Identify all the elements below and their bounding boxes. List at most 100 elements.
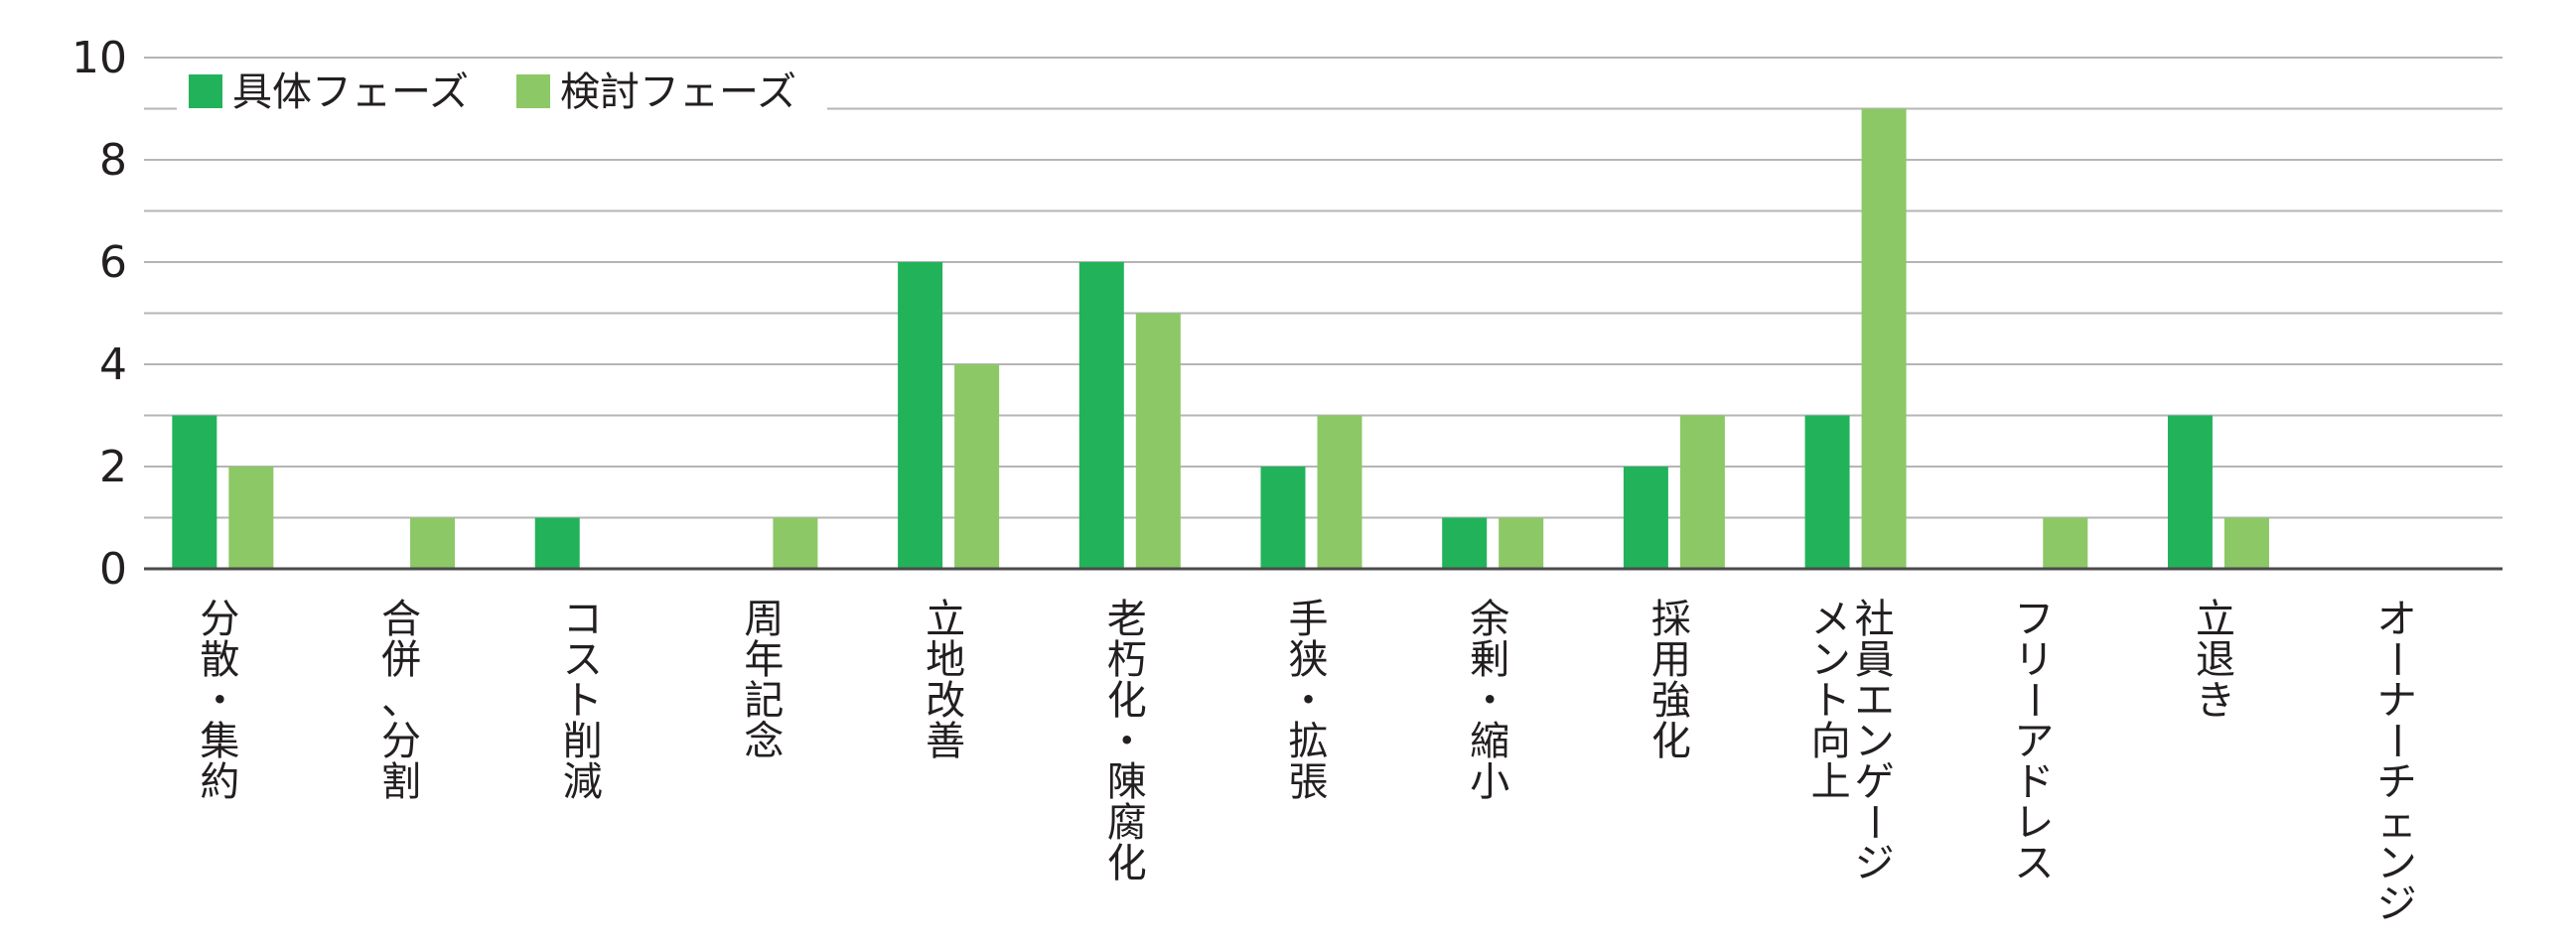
category-label-char: 余 bbox=[1470, 597, 1509, 642]
category-label-char: 化 bbox=[1107, 841, 1147, 886]
category-label: 余剰・縮小 bbox=[1470, 597, 1509, 805]
legend-swatch-series-2 bbox=[516, 74, 550, 108]
category-label-char: レ bbox=[2014, 800, 2054, 846]
category-label-char: ー bbox=[2373, 721, 2419, 760]
category-label-char: ン bbox=[2377, 841, 2417, 886]
category-label-char: ス bbox=[563, 637, 603, 683]
grid-lines bbox=[144, 57, 2503, 519]
category-label-char: ア bbox=[2014, 719, 2054, 764]
y-tick-label: 0 bbox=[99, 544, 127, 595]
bar-series-2 bbox=[954, 364, 1000, 569]
category-label-char: 朽 bbox=[1107, 637, 1147, 683]
bar-series-2 bbox=[2223, 517, 2269, 569]
category-label-char: 、 bbox=[381, 678, 421, 724]
category-label-char: ジ bbox=[1855, 841, 1895, 886]
category-label-char: ン bbox=[1855, 719, 1895, 764]
bar-series-1 bbox=[1623, 467, 1668, 569]
category-label-char: 念 bbox=[744, 719, 784, 764]
bar-series-2 bbox=[2043, 517, 2088, 569]
category-label-char: チ bbox=[2377, 759, 2417, 805]
category-label-char: ン bbox=[1811, 637, 1851, 683]
category-label-char: ー bbox=[2010, 680, 2056, 720]
bar-series-1 bbox=[2167, 415, 2213, 569]
bar-series-2 bbox=[1679, 415, 1725, 569]
category-label-char: き bbox=[2196, 678, 2235, 724]
category-label-char: 老 bbox=[1107, 597, 1147, 642]
category-label-char: 立 bbox=[926, 597, 965, 642]
category-label-char: ・ bbox=[1289, 678, 1329, 724]
bar-series-1 bbox=[1260, 467, 1306, 569]
category-label-char: オ bbox=[2377, 597, 2417, 642]
legend-label-series-1: 具体フェーズ bbox=[232, 69, 469, 115]
category-label-char: 退 bbox=[2196, 637, 2235, 683]
category-label-char: ・ bbox=[1107, 719, 1147, 764]
category-label-char: ス bbox=[2014, 841, 2054, 886]
y-tick-label: 4 bbox=[99, 339, 127, 390]
bar-series-1 bbox=[172, 415, 217, 569]
category-label-char: 集 bbox=[200, 719, 239, 764]
category-label-char: コ bbox=[563, 597, 603, 642]
category-label-char: 立 bbox=[2196, 597, 2235, 642]
category-label-char: 散 bbox=[200, 637, 239, 683]
bar-series-2 bbox=[1317, 415, 1362, 569]
category-label-char: ・ bbox=[1470, 678, 1509, 724]
category-label-char: 年 bbox=[744, 637, 784, 683]
category-label-char: 張 bbox=[1289, 759, 1329, 805]
bar-series-2 bbox=[773, 517, 818, 569]
category-label-char: ー bbox=[2373, 639, 2419, 679]
category-label-char: 向 bbox=[1811, 719, 1851, 764]
bar-series-2 bbox=[1861, 108, 1907, 569]
y-axis-ticks: 0 2 4 6 8 10 bbox=[72, 33, 127, 595]
category-label: 老朽化・陳腐化 bbox=[1107, 597, 1147, 886]
bar-series-2 bbox=[410, 517, 456, 569]
category-label-char: ド bbox=[2014, 759, 2054, 805]
category-label-char: ジ bbox=[2377, 881, 2417, 927]
y-tick-label: 6 bbox=[99, 237, 127, 288]
category-label-char: 削 bbox=[563, 719, 603, 764]
category-label-char: 分 bbox=[200, 597, 239, 642]
category-label-char: 分 bbox=[381, 719, 421, 764]
category-label-char: 縮 bbox=[1470, 719, 1509, 764]
y-tick-label: 2 bbox=[99, 442, 127, 492]
category-label-char: 上 bbox=[1811, 759, 1851, 805]
category-label-char: 合 bbox=[381, 597, 421, 642]
category-label-char: 用 bbox=[1651, 637, 1691, 683]
x-axis-category-labels: 分散・集約合併、分割コスト削減周年記念立地改善老朽化・陳腐化手狭・拡張余剰・縮小… bbox=[200, 597, 2418, 927]
category-label-char: 減 bbox=[563, 759, 603, 805]
bar-series-1 bbox=[1804, 415, 1850, 569]
category-label-char: 陳 bbox=[1107, 759, 1147, 805]
y-tick-label: 8 bbox=[99, 135, 127, 186]
legend-label-series-2: 検討フェーズ bbox=[560, 69, 796, 115]
category-label-char: 記 bbox=[744, 678, 784, 724]
category-label-char: 地 bbox=[926, 637, 965, 683]
category-label-char: 拡 bbox=[1289, 719, 1329, 764]
category-label-char: ト bbox=[1811, 678, 1851, 724]
category-label-char: 善 bbox=[926, 719, 965, 764]
category-label-char: ・ bbox=[200, 678, 239, 724]
category-label-char: フ bbox=[2014, 597, 2054, 642]
bar-series-1 bbox=[534, 517, 580, 569]
category-label-char: 併 bbox=[381, 637, 421, 683]
category-label: 手狭・拡張 bbox=[1289, 597, 1329, 805]
category-label-char: メ bbox=[1811, 597, 1851, 642]
category-label-char: 剰 bbox=[1470, 637, 1509, 683]
category-label-char: エ bbox=[1855, 678, 1895, 724]
bar-series-1 bbox=[1442, 517, 1488, 569]
category-label-char: 周 bbox=[744, 597, 784, 642]
category-label-char: 員 bbox=[1855, 637, 1895, 683]
category-label-char: 約 bbox=[200, 759, 239, 805]
category-label-char: ナ bbox=[2377, 678, 2417, 724]
y-tick-label: 10 bbox=[72, 33, 127, 83]
category-label-char: 手 bbox=[1289, 597, 1329, 642]
category-label-char: 採 bbox=[1651, 597, 1691, 642]
category-label-char: ト bbox=[563, 678, 603, 724]
category-label-char: 小 bbox=[1470, 759, 1509, 805]
category-label-char: ゲ bbox=[1855, 759, 1895, 805]
category-label-char: 強 bbox=[1651, 678, 1691, 724]
category-label-char: 狭 bbox=[1289, 637, 1329, 683]
